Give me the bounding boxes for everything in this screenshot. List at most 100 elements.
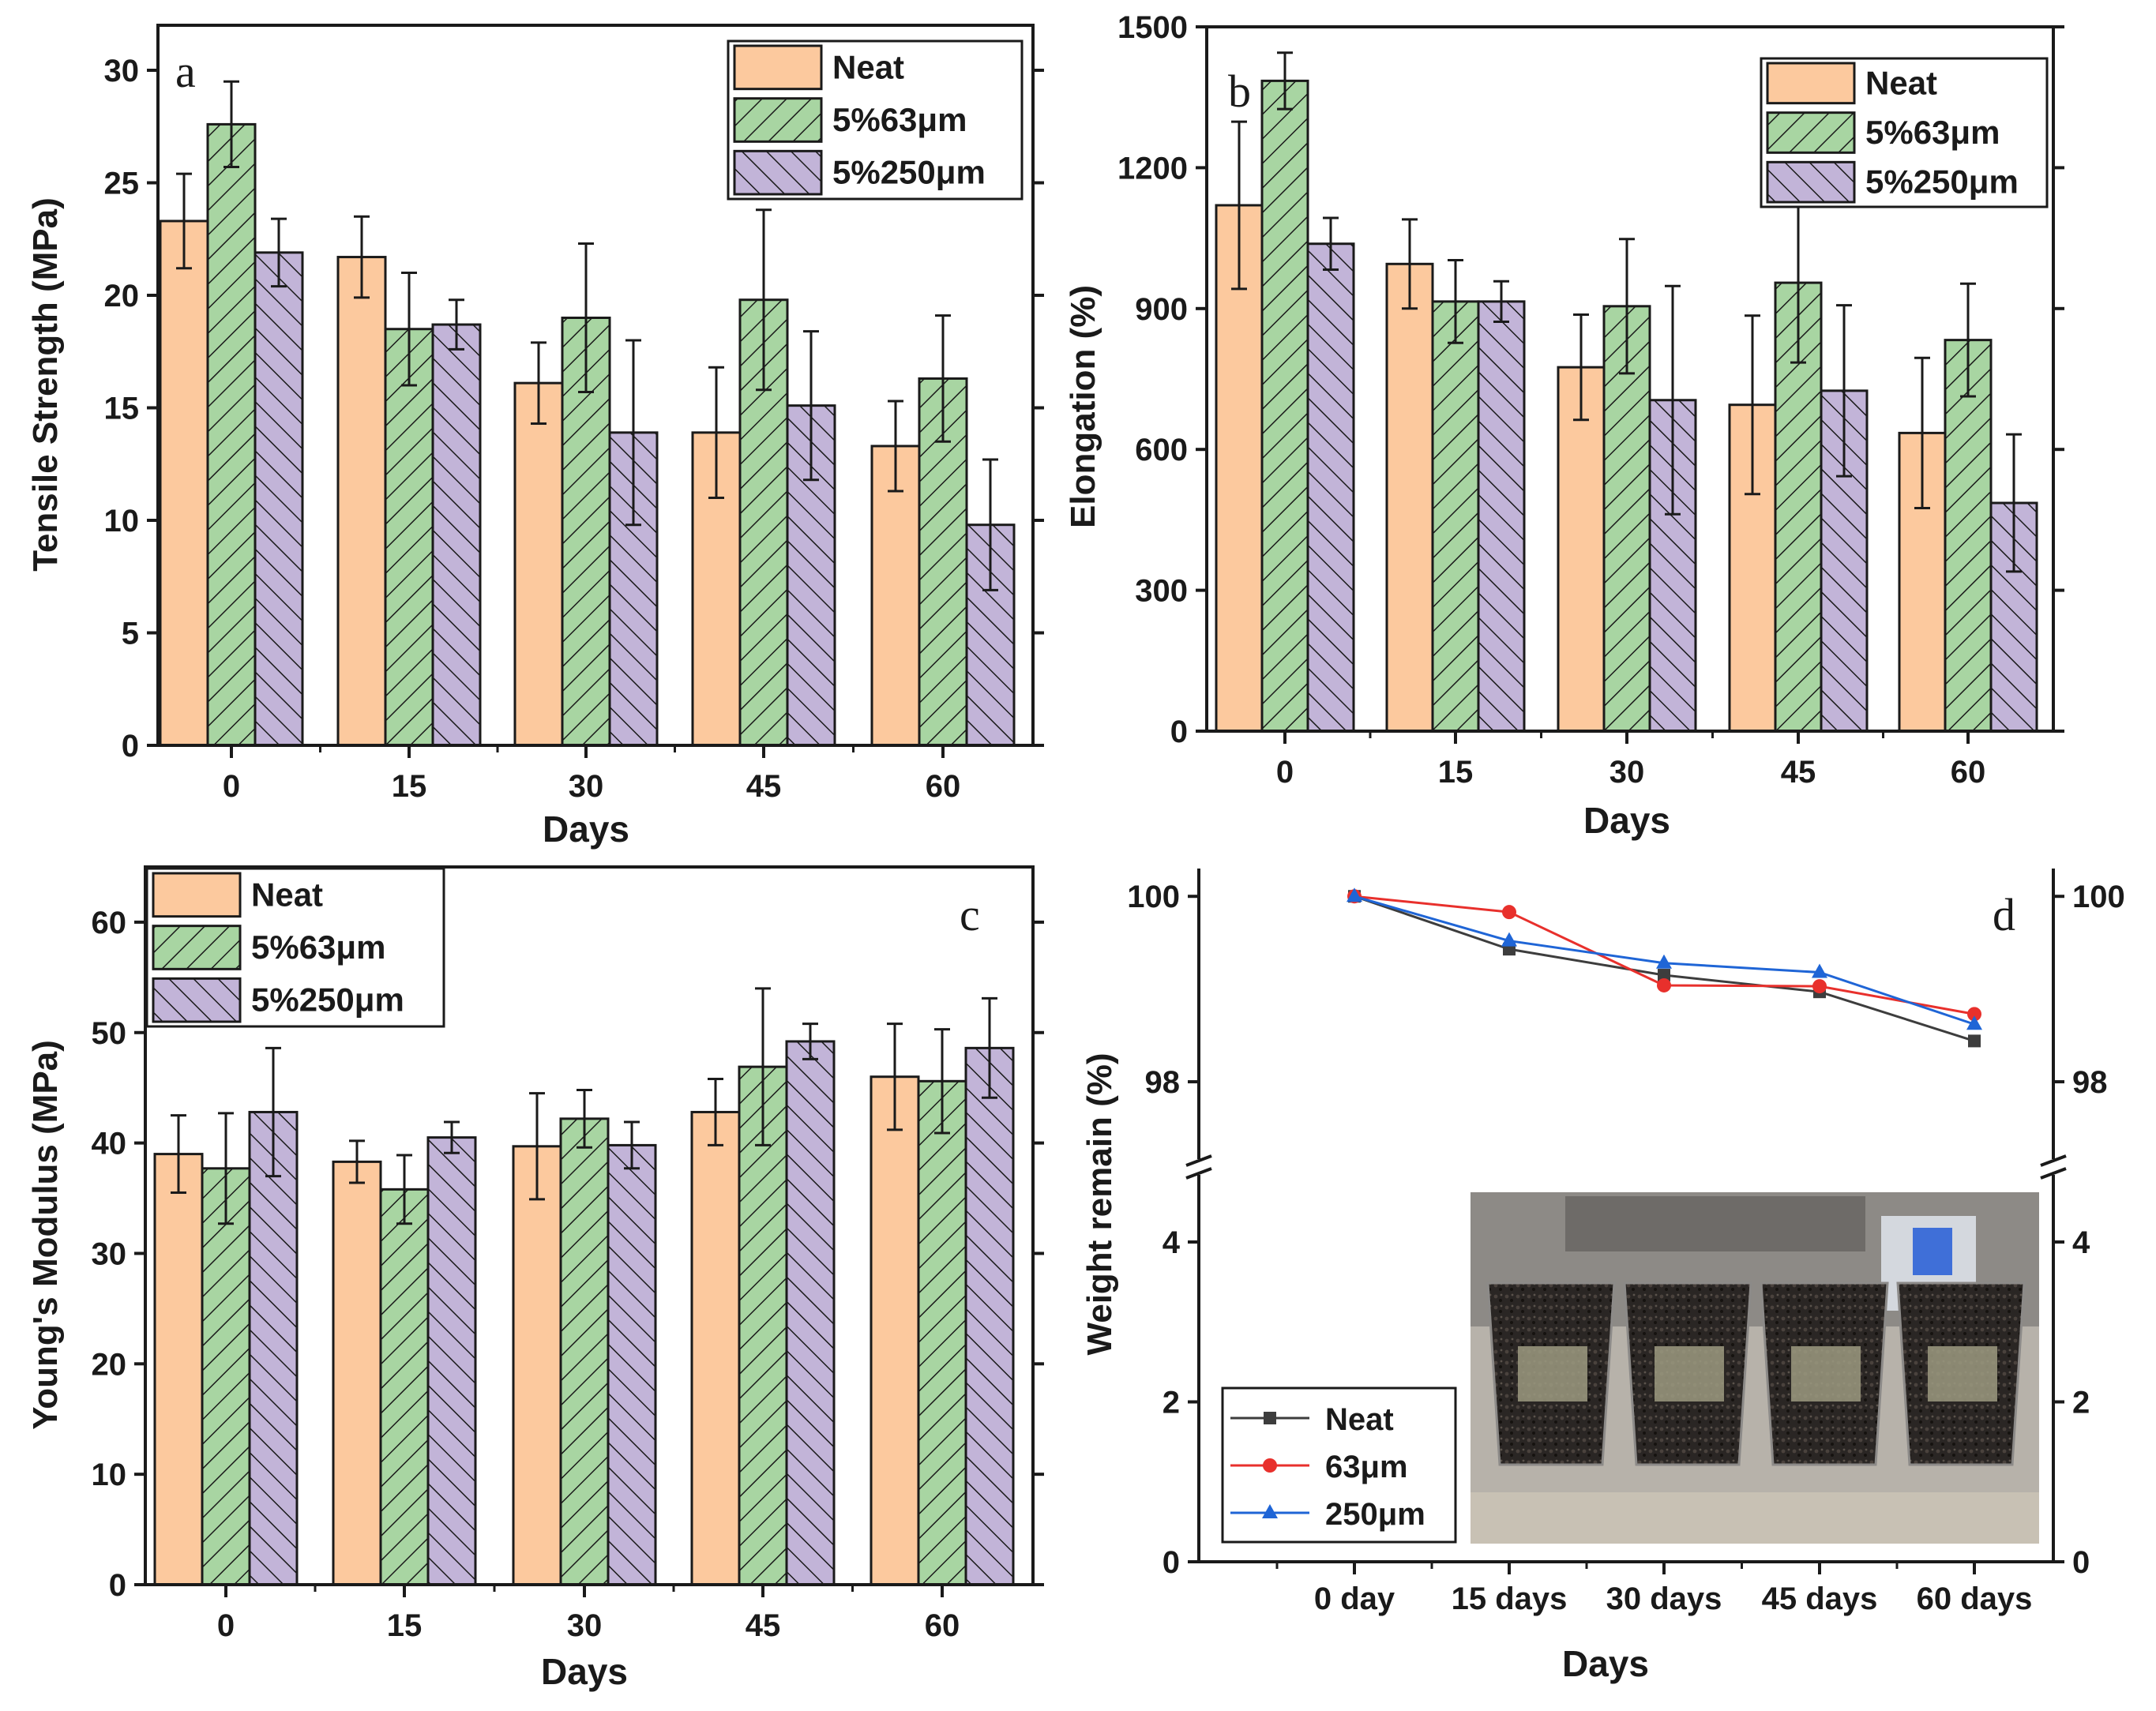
ytick-label-b-3: 900 [1135,292,1188,327]
ytick-label-c-2: 20 [92,1347,127,1382]
bar-c-s0-c0 [153,1153,204,1586]
legend-label-d-0: Neat [1325,1402,1394,1437]
d-ytick-label-up-left-0: 98 [1145,1065,1181,1100]
panel-d-y-title: Weight remain (%) [1080,1052,1119,1355]
panel-a-error-bars [176,80,998,591]
bar-a-s1-c1 [384,328,434,747]
d-ytick-label-low-right-0: 0 [2072,1545,2090,1580]
marker-2-0 [1347,887,1362,902]
legend-label-d-2: 250μm [1325,1497,1425,1532]
legend-swatch-c-2 [152,977,242,1023]
panel-d-y-ticks: 0 0 2 2 4 4 98 98 100 100 [1127,880,2125,1580]
ytick-label-a-5: 25 [104,167,140,201]
bar-b-s0-c0 [1215,204,1264,733]
panel-d-label: d [1993,889,2015,940]
panel-c-y-ticks: 0 10 20 30 40 50 60 [92,906,1044,1603]
d-ytick-label-up-left-1: 100 [1127,880,1180,914]
marker-2-2 [1656,954,1672,969]
panel-a-tensile-strength: 0 5 10 15 20 25 30 0 15 30 45 60 Days Tensile Stre… [26,24,1044,850]
d-xtick-label-1: 15 days [1452,1582,1568,1616]
ytick-label-c-4: 40 [92,1127,127,1161]
panel-d-legend: Neat 63μm 250μm [1221,1386,1457,1544]
bar-c-s0-c4 [870,1075,920,1586]
panel-c-error-bars [171,987,997,1225]
d-xtick-label-2: 30 days [1606,1582,1722,1616]
ytick-label-c-0: 0 [109,1568,126,1603]
panel-a-legend: Neat 5%63μm 5%250μm [727,39,1024,201]
xtick-label-a-2: 30 [569,769,604,804]
xtick-label-a-3: 45 [746,769,782,804]
panel-b-y-title: Elongation (%) [1064,285,1102,528]
photo-cup-label-2 [1791,1346,1861,1401]
panel-c-x-ticks: 0 15 30 45 60 [217,1585,960,1643]
bar-b-s0-c1 [1385,262,1434,733]
d-ytick-label-low-left-1: 2 [1163,1386,1180,1420]
bar-c-s1-c0 [201,1167,251,1586]
legend-label-b-2: 5%250μm [1865,163,2019,201]
legend-swatch-b-2 [1766,160,1856,204]
photo-cup-label-3 [1928,1346,1997,1401]
panel-a-label: a [175,46,196,97]
d-xtick-label-3: 45 days [1762,1582,1878,1616]
bar-b-s2-c0 [1306,242,1355,733]
xtick-label-a-0: 0 [223,769,240,804]
bar-c-s2-c2 [607,1143,657,1586]
marker-1-2 [1657,977,1671,992]
legend-swatch-b-1 [1766,111,1856,154]
bar-a-s0-c1 [336,256,387,747]
xtick-label-c-2: 30 [567,1608,603,1643]
legend-label-a-0: Neat [832,48,904,85]
bar-b-s1-c1 [1431,300,1480,733]
panel-b-legend: Neat 5%63μm 5%250μm [1760,57,2049,208]
ytick-label-b-5: 1500 [1117,10,1188,45]
marker-2-1 [1501,932,1517,947]
marker-1-3 [1812,979,1827,994]
photo-cup-label-1 [1655,1346,1724,1401]
xtick-label-b-0: 0 [1276,755,1294,790]
ytick-label-c-6: 60 [92,906,127,940]
legend-marker-d-0 [1264,1412,1276,1424]
photo-cup-label-0 [1518,1346,1587,1401]
panel-a-bars [159,122,1016,747]
legend-swatch-b-0 [1766,62,1856,105]
legend-label-a-2: 5%250μm [832,154,986,191]
legend-swatch-a-0 [733,44,823,91]
ytick-label-b-1: 300 [1135,574,1188,609]
panel-d-axes-frame [1185,869,2067,1563]
ytick-label-a-4: 20 [104,279,140,313]
ytick-label-c-3: 30 [92,1236,127,1271]
panel-b-elongation: 0 300 600 900 1200 1500 0 15 30 45 60 Days Elonga… [1064,10,2064,841]
xtick-label-a-4: 60 [926,769,961,804]
xtick-label-c-0: 0 [217,1608,235,1643]
legend-marker-d-1 [1263,1458,1277,1473]
d-ytick-label-low-left-2: 4 [1163,1225,1181,1260]
legend-swatch-c-0 [152,872,242,918]
legend-swatch-a-1 [733,97,823,143]
d-ytick-label-low-right-2: 4 [2072,1225,2090,1260]
bar-c-s0-c3 [690,1110,741,1586]
panel-b-x-title: Days [1583,800,1670,841]
d-xtick-label-0: 0 day [1314,1582,1395,1616]
panel-b-label: b [1228,66,1251,117]
legend-label-a-1: 5%63μm [832,101,967,138]
d-ytick-label-up-right-0: 98 [2072,1065,2108,1100]
series-line-0 [1354,895,1975,1042]
legend-label-c-1: 5%63μm [251,929,385,966]
panel-a-x-title: Days [543,809,629,850]
marker-1-4 [1967,1007,1981,1022]
photo-bench-edge [1471,1492,2039,1544]
bar-c-s0-c1 [332,1160,382,1586]
legend-label-b-1: 5%63μm [1865,114,2000,151]
bar-b-s1-c0 [1260,79,1309,733]
panel-d-series [1347,887,1982,1048]
panel-a-y-title: Tensile Strength (MPa) [26,197,65,571]
xtick-label-b-4: 60 [1951,755,1986,790]
legend-marker-d-2 [1262,1504,1278,1518]
panel-c-x-title: Days [541,1651,628,1692]
panel-b-x-ticks: 0 15 30 45 60 [1276,731,1985,790]
bar-c-s1-c1 [379,1188,430,1586]
axis-break-mark-0-a [1185,1154,1212,1167]
panel-c-bars [153,1040,1015,1586]
xtick-label-c-3: 45 [746,1608,781,1643]
